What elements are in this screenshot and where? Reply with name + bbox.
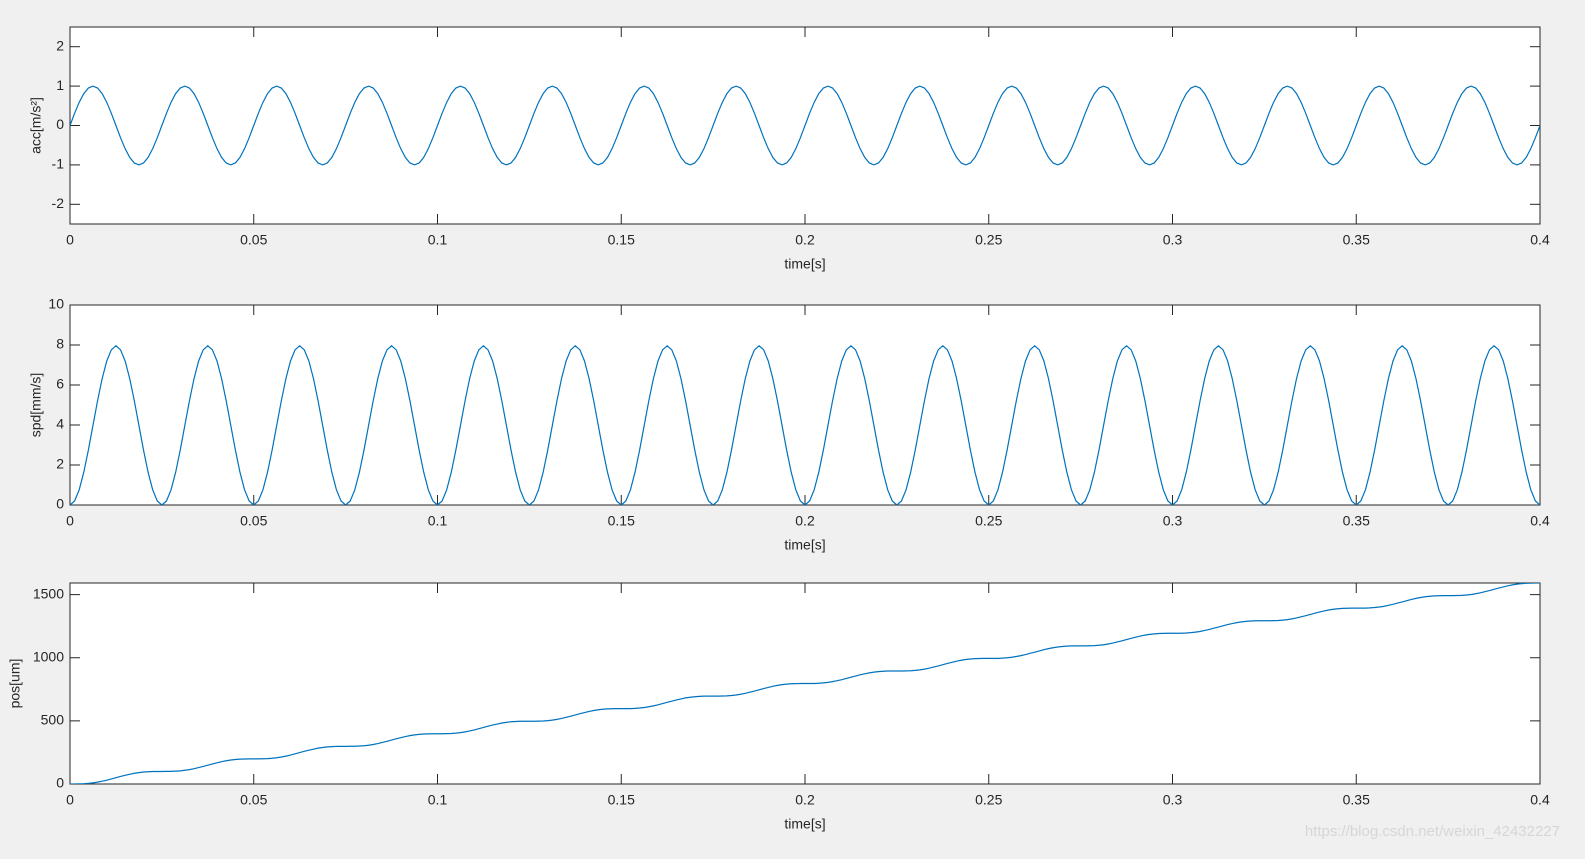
- data-line: [70, 85, 1540, 166]
- y-axis-label: spd[mm/s]: [28, 373, 44, 438]
- x-tick-label: 0.15: [608, 232, 635, 248]
- y-tick-label: -2: [52, 195, 65, 211]
- y-tick-label: 0: [56, 496, 64, 512]
- axes-box: [69, 304, 1541, 506]
- y-tick-label: 4: [56, 416, 64, 432]
- x-tick-label: 0: [66, 792, 74, 808]
- x-axis-label: time[s]: [784, 537, 825, 553]
- x-tick-label: 0.1: [428, 792, 448, 808]
- x-tick-label: 0.2: [795, 792, 815, 808]
- x-tick-label: 0.35: [1343, 232, 1370, 248]
- x-tick-label: 0.35: [1343, 792, 1370, 808]
- x-tick-label: 0.05: [240, 232, 267, 248]
- x-tick-label: 0.2: [795, 513, 815, 529]
- x-tick-label: 0.4: [1530, 232, 1550, 248]
- y-tick-label: 10: [48, 296, 64, 312]
- x-tick-label: 0.15: [608, 513, 635, 529]
- y-axis-label: acc[m/s²]: [28, 97, 44, 154]
- y-tick-label: 1: [56, 77, 64, 93]
- x-tick-label: 0.3: [1163, 792, 1183, 808]
- x-tick-label: 0.3: [1163, 232, 1183, 248]
- y-tick-label: 0: [56, 116, 64, 132]
- x-tick-label: 0.05: [240, 513, 267, 529]
- x-tick-label: 0.15: [608, 792, 635, 808]
- y-tick-label: 1000: [33, 648, 64, 664]
- y-tick-label: 8: [56, 336, 64, 352]
- x-tick-label: 0.25: [975, 232, 1002, 248]
- y-tick-label: 0: [56, 775, 64, 791]
- x-tick-label: 0.25: [975, 792, 1002, 808]
- x-tick-label: 0.25: [975, 513, 1002, 529]
- data-line: [70, 345, 1540, 505]
- x-tick-label: 0.3: [1163, 513, 1183, 529]
- x-axis-label: time[s]: [784, 816, 825, 832]
- y-tick-label: 6: [56, 376, 64, 392]
- x-axis-label: time[s]: [784, 256, 825, 272]
- data-line: [70, 583, 1540, 784]
- watermark: https://blog.csdn.net/weixin_42432227: [1305, 823, 1560, 840]
- y-tick-label: 2: [56, 37, 64, 53]
- x-tick-label: 0.05: [240, 792, 267, 808]
- x-tick-label: 0.1: [428, 232, 448, 248]
- y-tick-label: -1: [52, 156, 65, 172]
- x-tick-label: 0.1: [428, 513, 448, 529]
- x-tick-label: 0.2: [795, 232, 815, 248]
- x-tick-label: 0.4: [1530, 792, 1550, 808]
- x-tick-label: 0.4: [1530, 513, 1550, 529]
- y-tick-label: 500: [41, 712, 65, 728]
- x-tick-label: 0.35: [1343, 513, 1370, 529]
- x-tick-label: 0: [66, 513, 74, 529]
- y-tick-label: 2: [56, 456, 64, 472]
- y-tick-label: 1500: [33, 585, 64, 601]
- x-tick-label: 0: [66, 232, 74, 248]
- y-axis-label: pos[um]: [7, 659, 23, 709]
